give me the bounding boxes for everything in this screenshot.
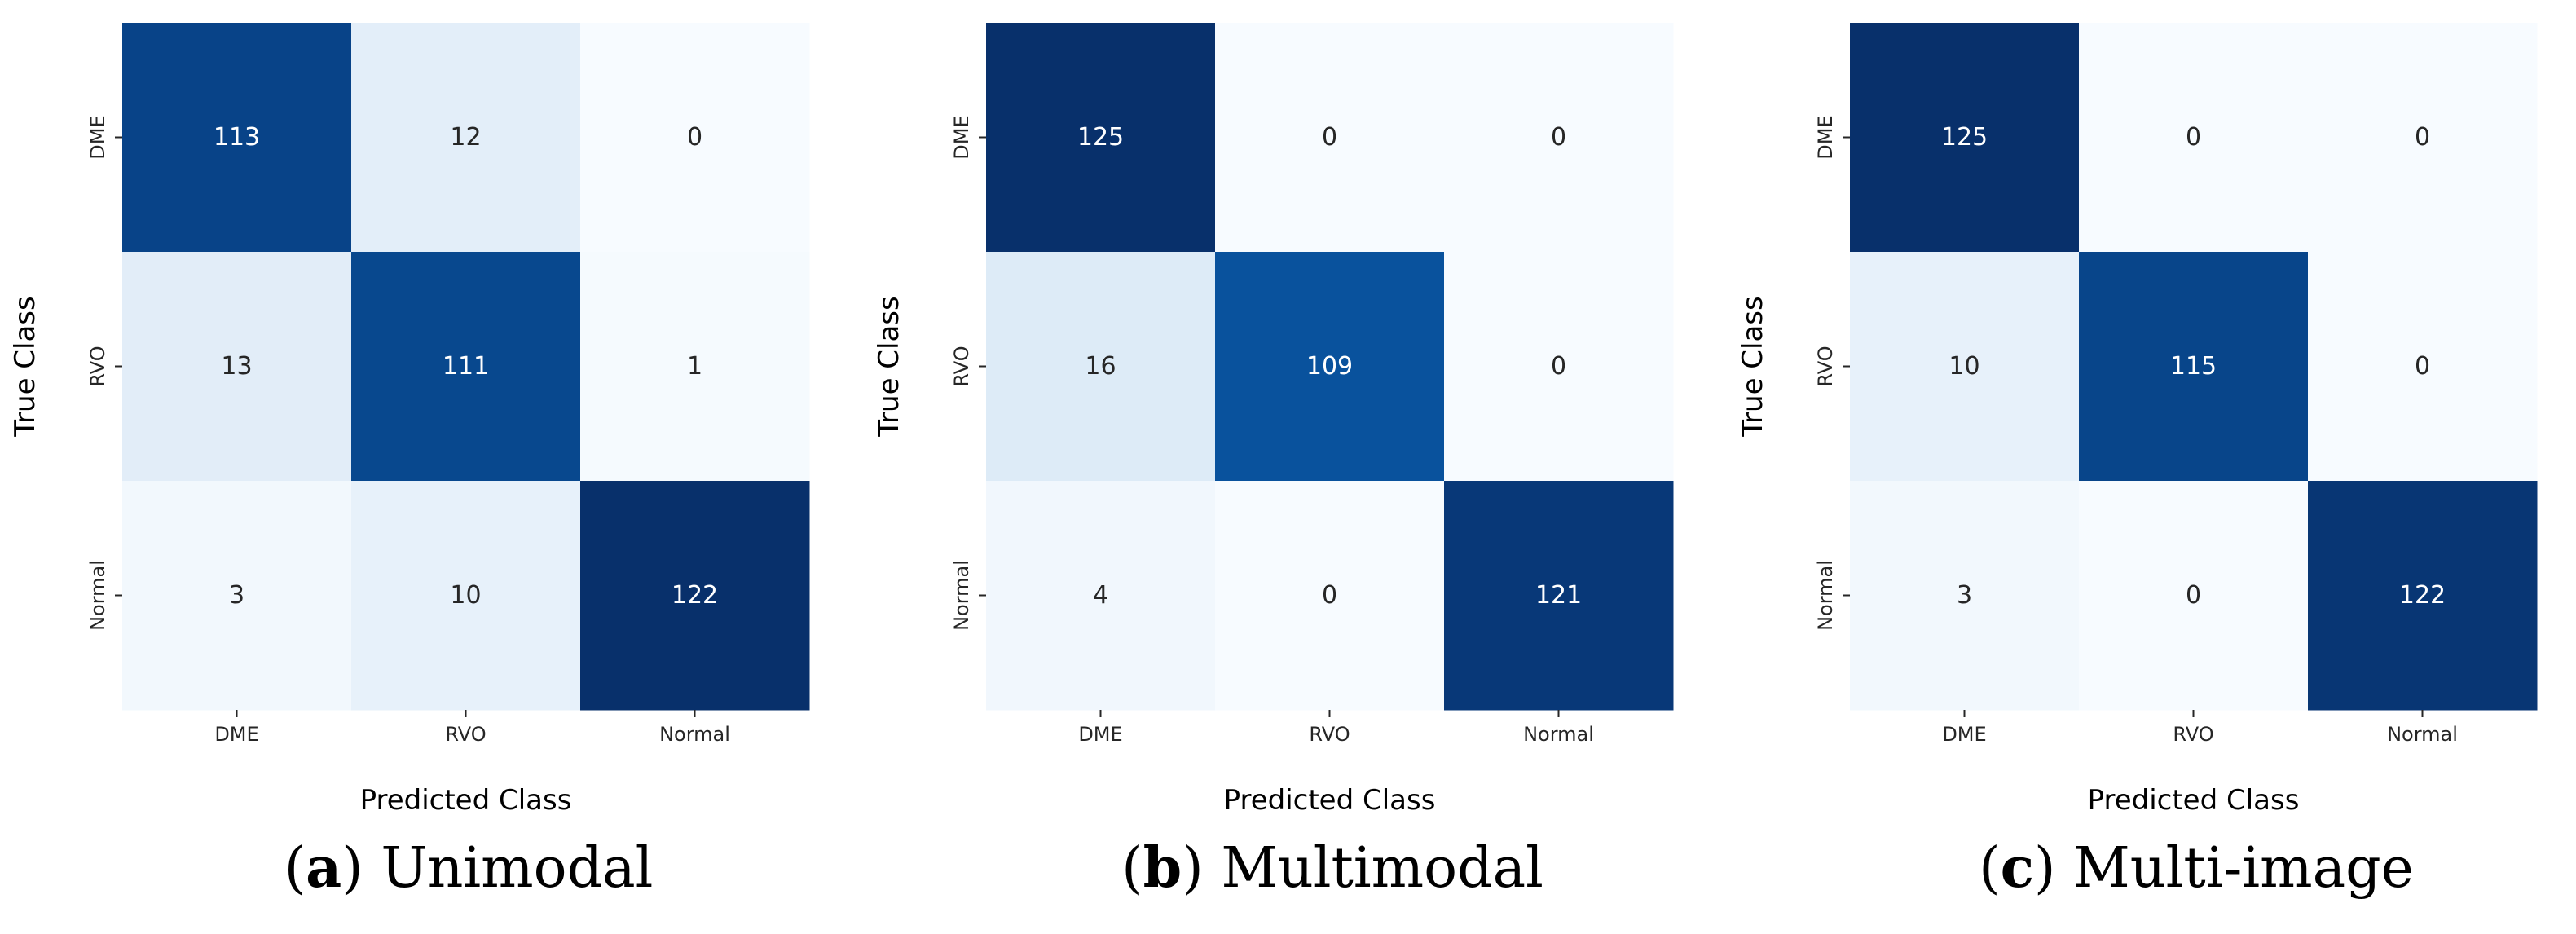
heatmap-cell	[2079, 481, 2309, 711]
heatmap-cell	[1215, 23, 1445, 253]
y-axis-title: True Class	[873, 296, 905, 437]
cell-value-label: 125	[1941, 123, 1988, 152]
y-tick-label: DME	[86, 115, 109, 159]
heatmap-cell	[1850, 481, 2080, 711]
cell-value-label: 0	[1322, 123, 1337, 152]
x-tick-label: DME	[214, 723, 258, 746]
x-tick-label: RVO	[1309, 723, 1350, 746]
cell-value-label: 4	[1093, 581, 1108, 610]
heatmap-cell	[122, 481, 352, 711]
caption-title: Unimodal	[381, 836, 654, 901]
cell-value-label: 115	[2170, 352, 2217, 381]
y-tick-label: Normal	[1814, 560, 1837, 631]
cell-value-label: 121	[1535, 581, 1582, 610]
heatmap-cell	[351, 23, 581, 253]
cell-value-label: 0	[2415, 352, 2430, 381]
y-axis-title: True Class	[1737, 296, 1769, 437]
heatmap-cell	[1444, 252, 1674, 482]
cell-value-label: 0	[2186, 123, 2201, 152]
x-tick-label: DME	[1078, 723, 1122, 746]
cell-value-label: 113	[214, 123, 260, 152]
y-tick-label: Normal	[950, 560, 973, 631]
cell-value-label: 0	[2186, 581, 2201, 610]
panel-caption: (c) Multi-image	[1979, 835, 2414, 901]
panel-unimodal: 113 12 0 13 111 1 3 10 122 DME RVO Normal DME RVO Norm…	[0, 0, 864, 934]
caption-tag: a	[306, 835, 342, 901]
cell-value-label: 0	[687, 123, 702, 152]
confusion-matrix-multimodal: 125 0 0 16 109 0 4 0 121 DME RVO Normal DME RVO Normal…	[873, 23, 1674, 817]
cell-value-label: 122	[2399, 581, 2446, 610]
cell-value-label: 0	[1551, 352, 1566, 381]
heatmap-cell	[351, 252, 581, 482]
heatmap-cell	[580, 481, 810, 711]
y-tick-label: DME	[1814, 115, 1837, 159]
cell-value-label: 13	[221, 352, 252, 381]
x-tick-label: RVO	[2173, 723, 2213, 746]
panel-multi-image: 125 0 0 10 115 0 3 0 122 DME RVO Normal DME RVO Normal…	[1728, 0, 2576, 934]
cell-value-label: 16	[1085, 352, 1116, 381]
heatmap-cell	[986, 23, 1216, 253]
heatmap-cell	[1215, 481, 1445, 711]
heatmap-cell	[1850, 23, 2080, 253]
heatmap-cell	[1850, 252, 2080, 482]
cell-value-label: 3	[229, 581, 244, 610]
y-tick-label: DME	[950, 115, 973, 159]
heatmap-cell	[580, 252, 810, 482]
heatmap-cell	[2308, 481, 2538, 711]
x-tick-label: RVO	[445, 723, 486, 746]
x-axis-title: Predicted Class	[360, 784, 572, 817]
heatmap-cell	[122, 252, 352, 482]
heatmap-cell	[1444, 481, 1674, 711]
cell-value-label: 0	[1551, 123, 1566, 152]
y-tick-label: RVO	[1814, 346, 1837, 386]
cell-value-label: 125	[1077, 123, 1124, 152]
panel-caption: (a) Unimodal	[284, 835, 654, 901]
caption-tag: b	[1143, 835, 1182, 901]
x-axis-title: Predicted Class	[2088, 784, 2300, 817]
heatmap-cell	[2308, 252, 2538, 482]
y-tick-label: Normal	[86, 560, 109, 631]
caption-tag: c	[2000, 835, 2034, 901]
y-tick-label: RVO	[86, 346, 109, 386]
x-tick-label: DME	[1942, 723, 1986, 746]
confusion-matrix-multi-image: 125 0 0 10 115 0 3 0 122 DME RVO Normal DME RVO Normal…	[1737, 23, 2538, 817]
heatmap-cell	[1444, 23, 1674, 253]
cell-value-label: 111	[443, 352, 489, 381]
cell-value-label: 10	[1949, 352, 1979, 381]
cell-value-label: 12	[450, 123, 481, 152]
y-axis-title: True Class	[9, 296, 42, 437]
heatmap-cell	[2308, 23, 2538, 253]
heatmap-cell	[2079, 252, 2309, 482]
cell-value-label: 0	[1322, 581, 1337, 610]
heatmap-cell	[2079, 23, 2309, 253]
x-tick-label: Normal	[659, 723, 730, 746]
panel-caption: (b) Multimodal	[1121, 835, 1543, 901]
y-tick-label: RVO	[950, 346, 973, 386]
heatmap-cell	[580, 23, 810, 253]
cell-value-label: 122	[672, 581, 718, 610]
cell-value-label: 109	[1306, 352, 1353, 381]
heatmap-cell	[351, 481, 581, 711]
heatmap-cell	[986, 481, 1216, 711]
cell-value-label: 3	[1957, 581, 1972, 610]
x-axis-title: Predicted Class	[1224, 784, 1436, 817]
x-tick-label: Normal	[1523, 723, 1594, 746]
cell-value-label: 0	[2415, 123, 2430, 152]
panel-multimodal: 125 0 0 16 109 0 4 0 121 DME RVO Normal DME RVO Normal…	[864, 0, 1728, 934]
cell-value-label: 10	[450, 581, 481, 610]
cell-value-label: 1	[687, 352, 702, 381]
caption-title: Multi-image	[2073, 836, 2414, 901]
caption-title: Multimodal	[1221, 836, 1543, 901]
heatmap-cell	[122, 23, 352, 253]
x-tick-label: Normal	[2387, 723, 2458, 746]
heatmap-cell	[1215, 252, 1445, 482]
heatmap-cell	[986, 252, 1216, 482]
